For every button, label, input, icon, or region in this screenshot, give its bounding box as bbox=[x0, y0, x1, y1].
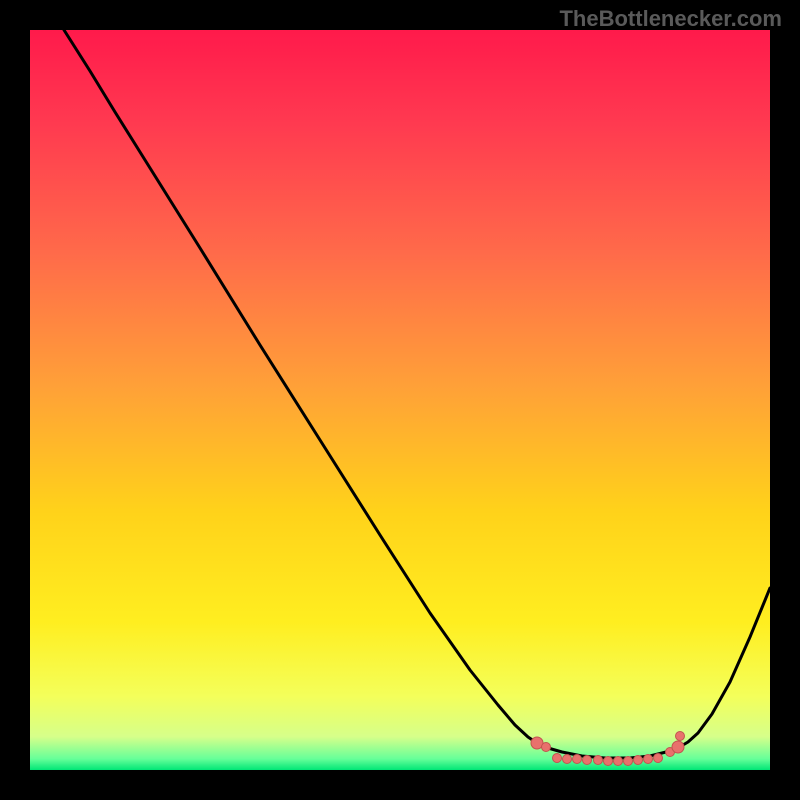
marker-point bbox=[553, 754, 562, 763]
watermark-text: TheBottlenecker.com bbox=[559, 6, 782, 32]
marker-point bbox=[573, 755, 582, 764]
marker-point bbox=[654, 754, 663, 763]
marker-point bbox=[676, 732, 685, 741]
marker-point bbox=[634, 756, 643, 765]
marker-point bbox=[672, 741, 684, 753]
chart-frame: TheBottlenecker.com bbox=[0, 0, 800, 800]
bottleneck-chart bbox=[0, 0, 800, 800]
marker-point bbox=[594, 756, 603, 765]
marker-point bbox=[624, 757, 633, 766]
marker-point bbox=[644, 755, 653, 764]
gradient-background bbox=[30, 30, 770, 770]
marker-point bbox=[542, 743, 551, 752]
marker-point bbox=[583, 756, 592, 765]
marker-point bbox=[614, 757, 623, 766]
marker-point bbox=[563, 755, 572, 764]
marker-point bbox=[604, 757, 613, 766]
